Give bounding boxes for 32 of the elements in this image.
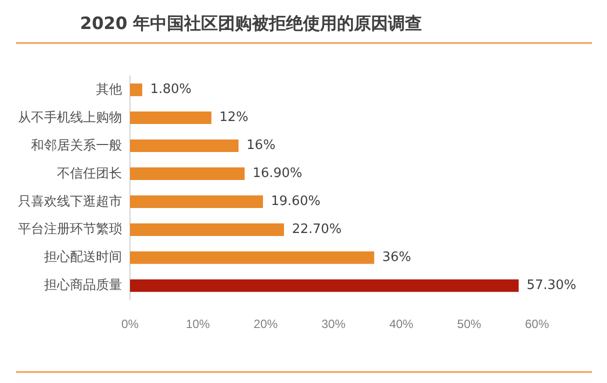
x-tick-label: 40% bbox=[389, 317, 414, 332]
y-tick-label: 和邻居关系一般 bbox=[31, 137, 122, 152]
x-tick-label: 20% bbox=[254, 317, 278, 332]
x-tick-label: 0% bbox=[121, 317, 139, 332]
x-tick-label: 60% bbox=[524, 317, 550, 332]
data-label: 19.60% bbox=[270, 194, 321, 210]
bar bbox=[130, 139, 239, 152]
y-tick-label: 只喜欢线下逛超市 bbox=[18, 193, 122, 208]
x-tick-label: 10% bbox=[186, 317, 210, 332]
y-tick-label: 从不手机线上购物 bbox=[18, 109, 122, 124]
data-label: 36% bbox=[382, 250, 412, 266]
data-label: 12% bbox=[219, 110, 248, 126]
chart-title: 2020 年中国社区团购被拒绝使用的原因调查 bbox=[80, 13, 422, 35]
data-label: 1.80% bbox=[150, 82, 192, 98]
bar bbox=[130, 195, 263, 208]
bar bbox=[130, 83, 142, 96]
y-tick-label: 担心配送时间 bbox=[44, 249, 122, 264]
x-tick-label: 50% bbox=[457, 317, 482, 332]
x-tick-label: 30% bbox=[321, 317, 346, 332]
bar bbox=[130, 167, 245, 180]
bar bbox=[130, 111, 212, 124]
bar bbox=[130, 223, 284, 236]
bar bbox=[130, 279, 519, 292]
y-tick-label: 担心商品质量 bbox=[44, 277, 122, 292]
y-tick-label: 不信任团长 bbox=[57, 165, 122, 180]
data-label: 16.90% bbox=[252, 166, 302, 182]
data-label: 57.30% bbox=[526, 278, 576, 293]
y-tick-label: 平台注册环节繁琐 bbox=[18, 221, 122, 236]
data-label: 22.70% bbox=[292, 222, 342, 238]
data-label: 16% bbox=[246, 138, 276, 154]
bar bbox=[130, 251, 374, 264]
y-tick-label: 其他 bbox=[96, 81, 122, 96]
